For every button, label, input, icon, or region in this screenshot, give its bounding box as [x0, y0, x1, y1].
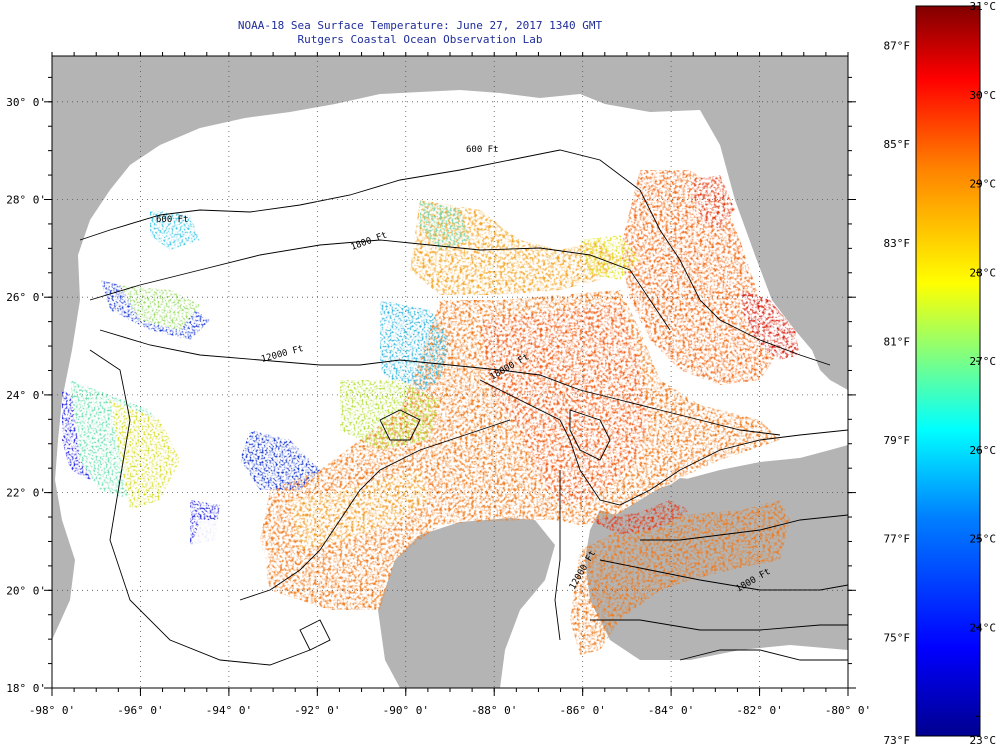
- lon-tick-label: -88° 0': [471, 704, 517, 717]
- colorbar-f-label: 83°F: [884, 237, 911, 250]
- lon-tick-label: -96° 0': [117, 704, 163, 717]
- colorbar-c-label: 29°C: [970, 178, 997, 191]
- cuba-land: [640, 452, 848, 512]
- colorbar: [915, 5, 981, 737]
- colorbar-celsius-scale: 31°C 30°C 29°C 28°C 27°C 26°C 25°C 24°C 23°C: [970, 0, 997, 747]
- lon-tick-label: -92° 0': [294, 704, 340, 717]
- graticule: [52, 56, 848, 688]
- colorbar-c-label: 28°C: [970, 266, 997, 279]
- lat-tick-label: 18° 0': [6, 682, 46, 695]
- sst-cool-layer: [62, 200, 640, 545]
- sst-data-layer: [260, 170, 800, 655]
- colorbar-f-label: 85°F: [884, 138, 911, 151]
- contour-label: 600 Ft: [466, 145, 499, 155]
- lon-tick-label: -94° 0': [206, 704, 252, 717]
- lon-axis: -98° 0' -96° 0' -94° 0' -92° 0' -90° 0' -88° …: [29, 704, 871, 717]
- lat-tick-label: 28° 0': [6, 194, 46, 207]
- colorbar-c-label: 31°C: [970, 0, 997, 13]
- colorbar-f-label: 77°F: [884, 533, 911, 546]
- colorbar-c-label: 27°C: [970, 355, 997, 368]
- map-subtitle: Rutgers Coastal Ocean Observation Lab: [297, 33, 543, 46]
- colorbar-f-label: 81°F: [884, 335, 911, 348]
- lon-tick-label: -98° 0': [29, 704, 75, 717]
- colorbar-c-label: 26°C: [970, 444, 997, 457]
- colorbar-fahrenheit-scale: 87°F 85°F 83°F 81°F 79°F 77°F 75°F 73°F: [884, 39, 911, 747]
- colorbar-c-label: 30°C: [970, 89, 997, 102]
- bathymetry-contours: [79, 149, 848, 666]
- colorbar-c-label: 24°C: [970, 621, 997, 634]
- colorbar-f-label: 79°F: [884, 434, 911, 447]
- lat-tick-label: 24° 0': [6, 389, 46, 402]
- lat-tick-label: 26° 0': [6, 291, 46, 304]
- lon-tick-label: -90° 0': [383, 704, 429, 717]
- lat-tick-label: 30° 0': [6, 96, 46, 109]
- colorbar-f-label: 73°F: [884, 734, 911, 747]
- colorbar-f-label: 87°F: [884, 39, 911, 52]
- lat-tick-label: 20° 0': [6, 584, 46, 597]
- florida-land: [720, 100, 848, 355]
- lon-tick-label: -80° 0': [825, 704, 871, 717]
- axis-ticks: [44, 52, 856, 696]
- lon-tick-label: -84° 0': [648, 704, 694, 717]
- lon-tick-label: -86° 0': [559, 704, 605, 717]
- yucatan-land: [378, 518, 555, 688]
- lat-axis: 30° 0' 28° 0' 26° 0' 24° 0' 22° 0' 20° 0' 18° …: [6, 96, 46, 695]
- colorbar-c-label: 25°C: [970, 533, 997, 546]
- cloud-patch: [180, 520, 270, 610]
- map-title: NOAA-18 Sea Surface Temperature: June 27…: [237, 19, 603, 32]
- lon-tick-label: -82° 0': [736, 704, 782, 717]
- contour-label: 600 Ft: [156, 215, 189, 225]
- lat-tick-label: 22° 0': [6, 487, 46, 500]
- colorbar-c-label: 23°C: [970, 734, 997, 747]
- colorbar-f-label: 75°F: [884, 631, 911, 644]
